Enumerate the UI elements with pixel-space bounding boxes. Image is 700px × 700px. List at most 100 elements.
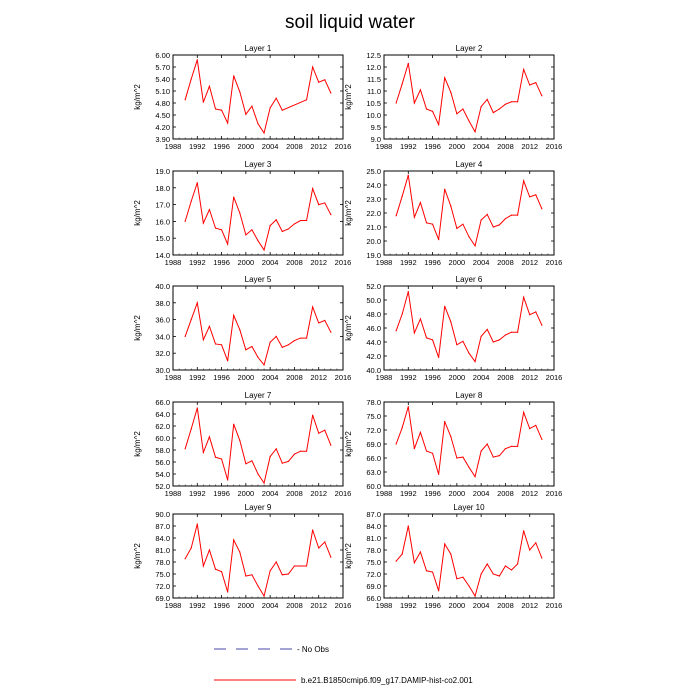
y-axis-label: kg/m^2 xyxy=(133,200,142,226)
x-tick-label: 2008 xyxy=(497,489,514,498)
data-point xyxy=(444,305,446,307)
data-point xyxy=(269,456,271,458)
data-point xyxy=(257,356,259,358)
panels-group: Layer 1 1988 1992 1996 2000 2004 2008 2012 2016 3… xyxy=(133,44,562,610)
data-point xyxy=(299,565,302,567)
data-point xyxy=(227,122,229,124)
data-point xyxy=(407,174,409,176)
data-point xyxy=(251,229,253,231)
data-point xyxy=(541,95,543,97)
data-point xyxy=(523,68,525,70)
x-tick-label: 2000 xyxy=(238,601,255,610)
data-point xyxy=(492,573,494,575)
data-point xyxy=(312,306,314,308)
y-tick-label: 56.0 xyxy=(155,458,170,467)
chart-panel-2: Layer 2 1988 1992 1996 2000 2004 2008 2012 2016 9… xyxy=(344,44,562,151)
data-point xyxy=(239,91,241,93)
x-tick-label: 1988 xyxy=(376,601,393,610)
data-point xyxy=(245,113,247,115)
y-axis-label: kg/m^2 xyxy=(344,431,353,457)
chart-panel-7: Layer 7 1988 1992 1996 2000 2004 2008 2012 2016 5… xyxy=(133,391,351,498)
x-tick-label: 2004 xyxy=(262,601,279,610)
data-point xyxy=(318,322,320,324)
data-point xyxy=(486,563,488,565)
data-point xyxy=(535,424,537,426)
data-point xyxy=(275,561,277,563)
data-point xyxy=(293,340,296,342)
data-point xyxy=(419,318,422,320)
y-tick-label: 3.90 xyxy=(155,135,170,144)
data-point xyxy=(516,445,519,447)
data-point xyxy=(480,450,482,452)
y-tick-label: 87.0 xyxy=(155,522,170,531)
x-tick-label: 2008 xyxy=(497,373,514,382)
data-point xyxy=(281,109,283,111)
y-tick-label: 19.0 xyxy=(366,251,381,260)
data-point xyxy=(202,222,204,224)
data-point xyxy=(263,249,265,251)
data-point xyxy=(438,473,440,475)
data-point xyxy=(474,595,476,597)
data-point xyxy=(425,450,428,452)
data-point xyxy=(510,569,513,571)
chart-panel-10: Layer 10 1988 1992 1996 2000 2004 2008 2012 2016… xyxy=(344,503,562,610)
chart-panel-9: Layer 9 1988 1992 1996 2000 2004 2008 2012 2016 6… xyxy=(133,503,351,610)
y-tick-label: 52.0 xyxy=(366,282,381,291)
data-point xyxy=(251,574,253,576)
data-point xyxy=(299,337,302,339)
x-tick-label: 2012 xyxy=(310,489,327,498)
figure-title: soil liquid water xyxy=(285,12,416,33)
panel-title: Layer 5 xyxy=(245,275,272,284)
data-point xyxy=(305,99,308,101)
data-point xyxy=(257,473,259,475)
y-tick-label: 81.0 xyxy=(155,546,170,555)
y-axis-label: kg/m^2 xyxy=(344,543,353,569)
x-tick-label: 2016 xyxy=(546,258,563,267)
data-point xyxy=(227,479,229,481)
data-point xyxy=(233,423,235,425)
x-tick-label: 2004 xyxy=(473,489,490,498)
data-point xyxy=(425,222,428,224)
data-point xyxy=(196,523,198,525)
y-tick-label: 75.0 xyxy=(366,412,381,421)
x-tick-label: 2012 xyxy=(310,373,327,382)
data-point xyxy=(196,59,198,61)
y-tick-label: 5.70 xyxy=(155,63,170,72)
x-tick-label: 1988 xyxy=(165,601,182,610)
y-tick-label: 72.0 xyxy=(155,582,170,591)
y-tick-label: 72.0 xyxy=(366,570,381,579)
data-point xyxy=(318,204,320,206)
data-point xyxy=(208,549,211,551)
panel-title: Layer 9 xyxy=(245,503,272,512)
data-point xyxy=(202,339,204,341)
y-tick-label: 78.0 xyxy=(366,398,381,407)
data-point xyxy=(269,570,271,572)
data-point xyxy=(444,188,446,190)
data-point xyxy=(498,224,500,226)
x-tick-label: 1992 xyxy=(400,258,417,267)
data-point xyxy=(312,529,314,531)
x-tick-label: 2004 xyxy=(262,373,279,382)
data-point xyxy=(541,208,543,210)
x-tick-label: 2012 xyxy=(521,142,538,151)
data-point xyxy=(529,84,531,86)
data-point xyxy=(318,547,320,549)
data-point xyxy=(486,328,488,330)
data-point xyxy=(407,62,409,64)
series-line xyxy=(395,291,543,363)
y-tick-label: 81.0 xyxy=(366,534,381,543)
series-line xyxy=(184,182,332,252)
data-point xyxy=(293,565,296,567)
y-axis-label: kg/m^2 xyxy=(344,84,353,110)
data-point xyxy=(468,585,470,587)
data-point xyxy=(438,590,440,592)
data-point xyxy=(419,89,422,91)
data-point xyxy=(245,575,247,577)
data-point xyxy=(535,542,537,544)
y-tick-label: 18.0 xyxy=(155,184,170,193)
data-point xyxy=(462,340,464,342)
plot-frame xyxy=(383,54,555,140)
y-tick-label: 78.0 xyxy=(155,558,170,567)
data-point xyxy=(474,476,476,478)
data-point xyxy=(220,344,223,346)
